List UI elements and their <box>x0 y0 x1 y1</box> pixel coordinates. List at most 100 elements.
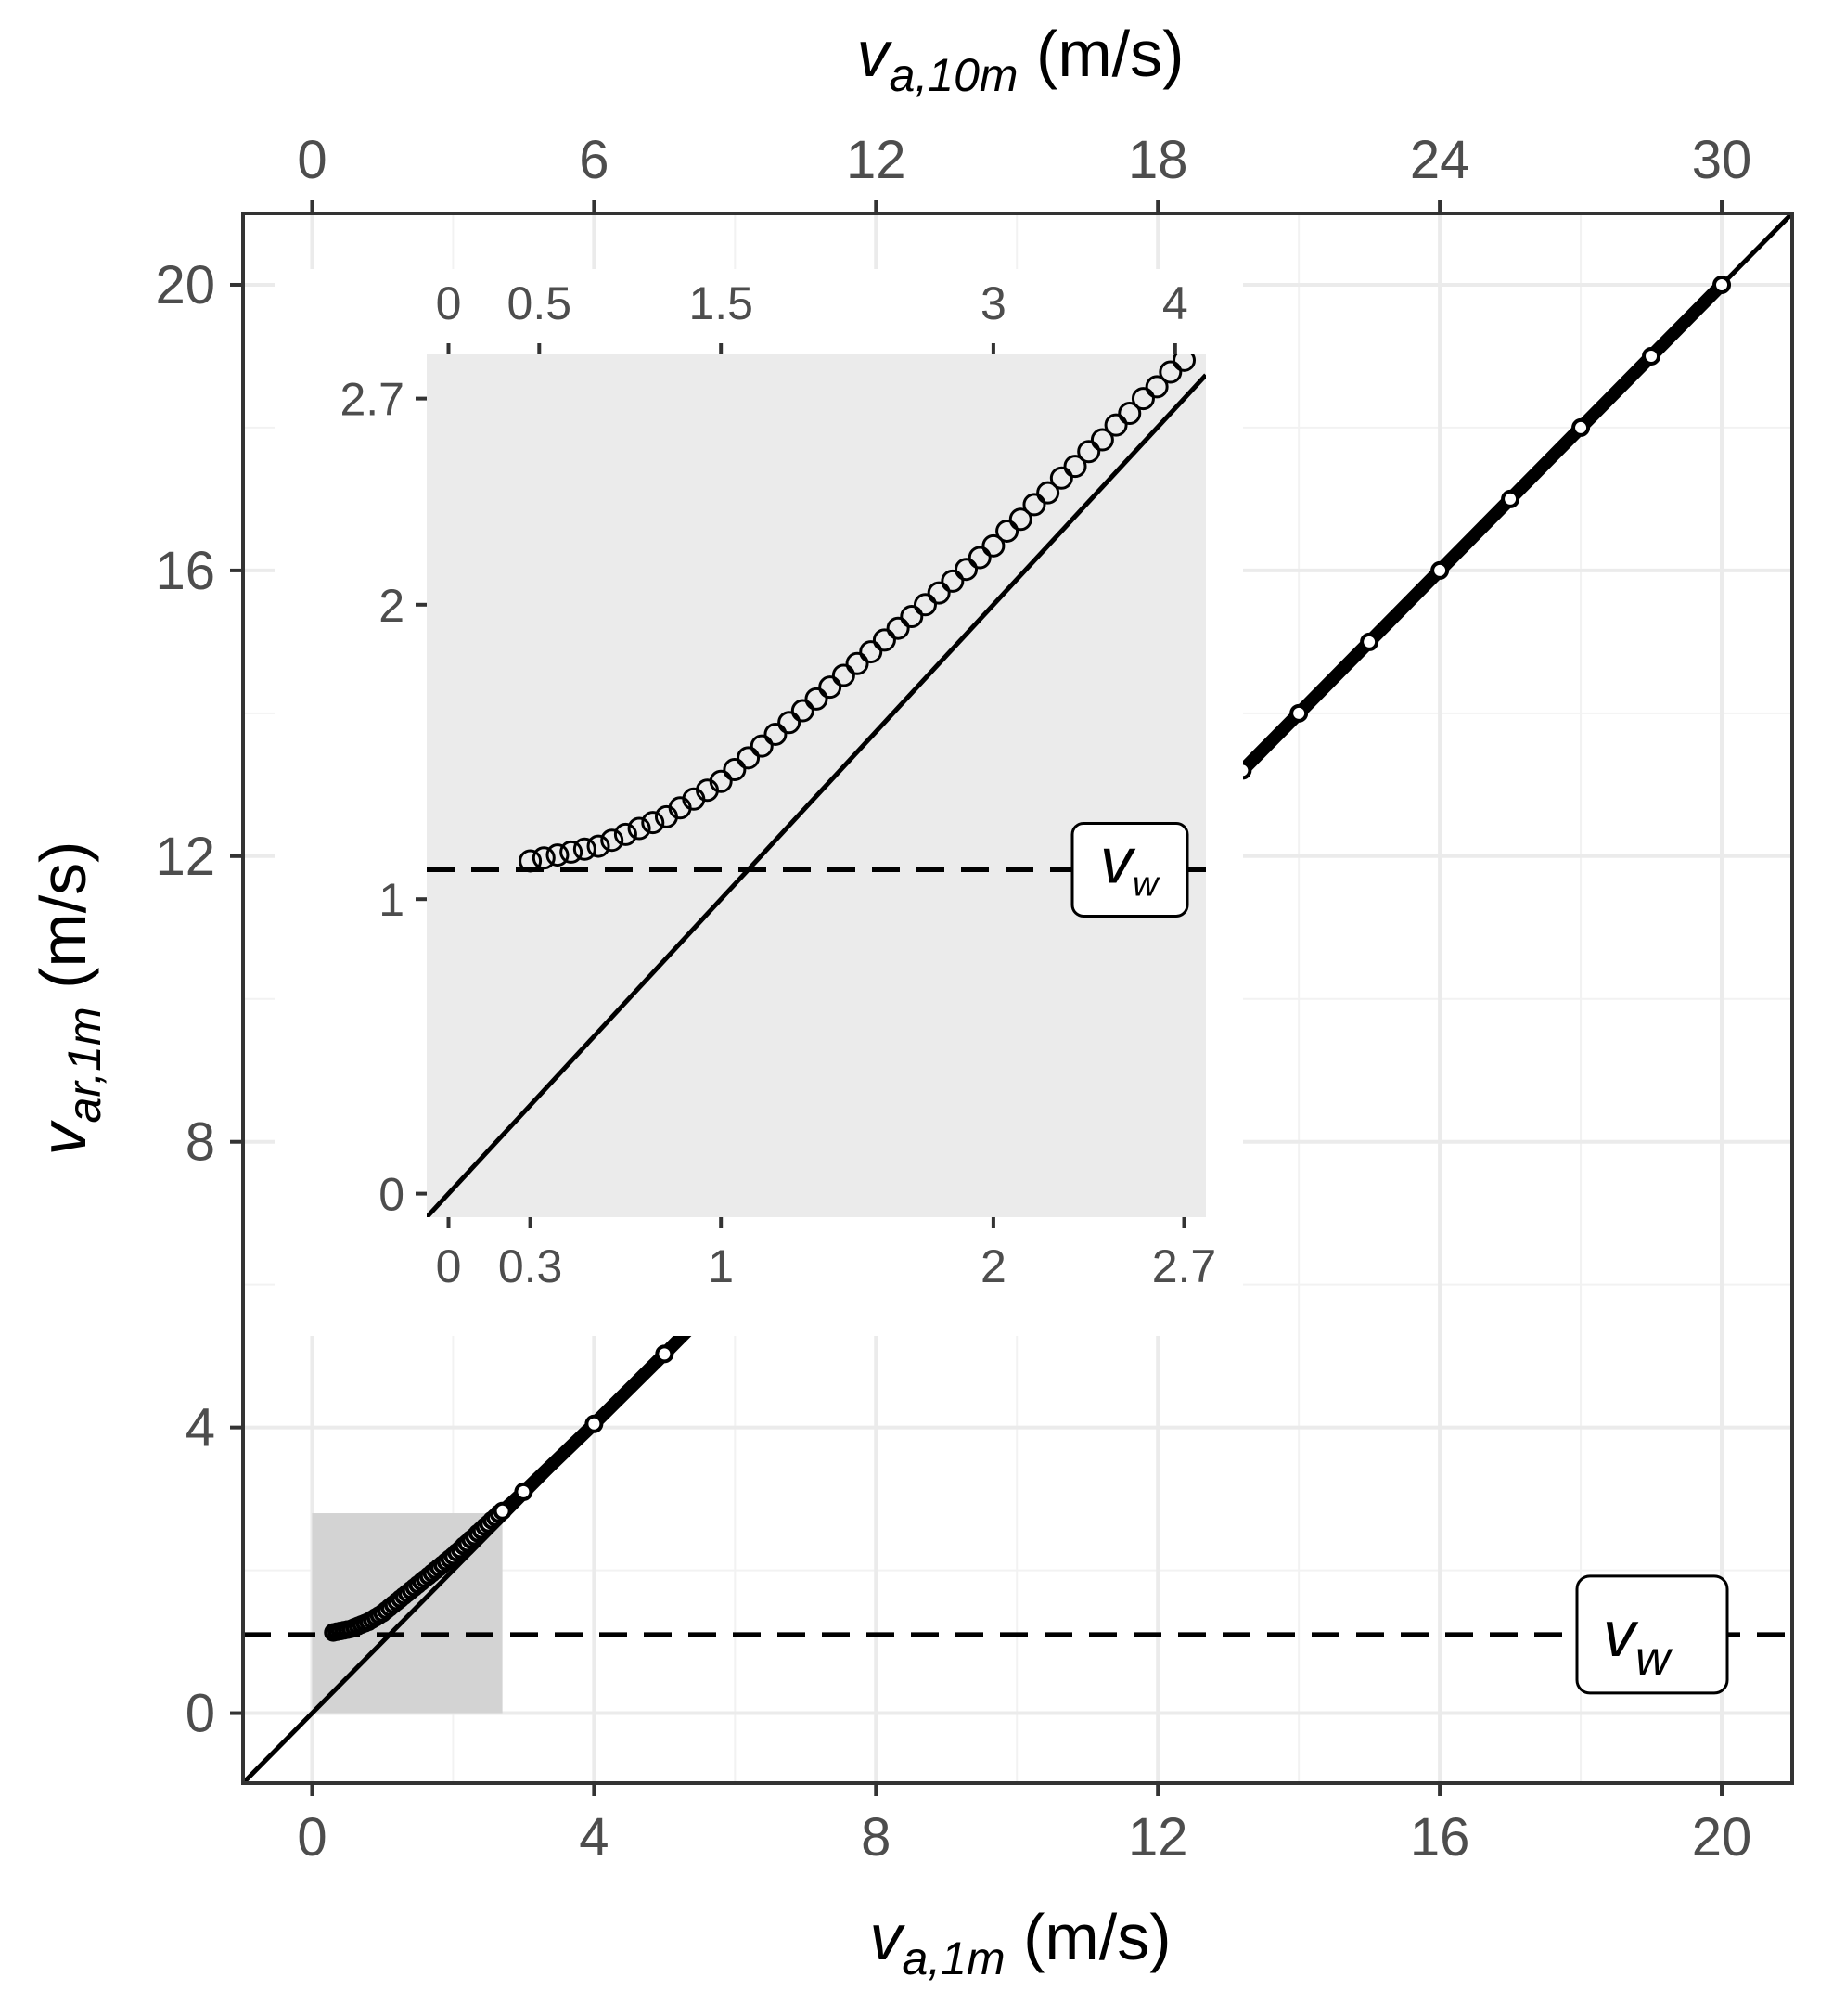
inset-x-tick-label: 0.3 <box>498 1240 563 1292</box>
x-axis-title-var: v <box>870 1901 906 1973</box>
inset-data-point <box>723 758 747 782</box>
inset-threshold-label-subscript: w <box>1133 865 1160 904</box>
data-point <box>655 1344 674 1364</box>
data-point <box>584 1414 604 1433</box>
data-point <box>1642 346 1661 366</box>
inset-data-point <box>927 581 951 605</box>
inset-x-tick-label: 2 <box>981 1240 1006 1292</box>
y-tick-label: 16 <box>155 541 215 601</box>
inset-data-point <box>1049 466 1073 490</box>
data-point <box>1501 489 1520 508</box>
inset-data-point <box>913 593 937 617</box>
inset-data-point <box>559 840 583 864</box>
inset-data-point <box>763 722 788 746</box>
inset-data-point <box>641 811 665 835</box>
inset-data-point <box>831 663 855 687</box>
threshold-label-subscript: w <box>1635 1632 1673 1686</box>
inset-data-point <box>1104 413 1128 437</box>
x-tick-label: 12 <box>1128 1807 1188 1868</box>
y-tick-label: 8 <box>186 1112 215 1173</box>
inset-data-point <box>709 769 733 793</box>
inset-data-point <box>1036 481 1060 505</box>
inset-data-point <box>872 628 896 652</box>
x-tick-label: 16 <box>1410 1807 1470 1868</box>
inset-y-tick-label: 0 <box>378 1169 404 1221</box>
inset-data-point <box>804 687 828 711</box>
top-tick-label: 30 <box>1692 130 1752 190</box>
inset-top-tick-label: 3 <box>981 277 1006 329</box>
inset-data-point <box>613 822 637 846</box>
inset-data-point <box>545 843 570 867</box>
data-point <box>1712 275 1732 294</box>
x-tick-label: 20 <box>1692 1807 1752 1868</box>
inset-data-point <box>845 651 869 675</box>
inset-data-point <box>941 569 965 593</box>
inset-data-point <box>886 616 910 640</box>
x-tick-label: 0 <box>297 1807 327 1868</box>
x-tick-label: 4 <box>579 1807 609 1868</box>
inset-threshold-label-box <box>1070 821 1189 918</box>
inset-data-point <box>818 675 842 700</box>
inset-top-tick-label: 1.5 <box>688 277 753 329</box>
threshold-label-var: v <box>1603 1598 1639 1670</box>
top-axis-title-subscript: a,10m <box>890 49 1019 101</box>
inset-data-point <box>1131 387 1155 411</box>
inset-data-point <box>790 699 814 723</box>
inset-x-tick-label: 2.7 <box>1152 1240 1217 1292</box>
x-axis-title-subscript: a,1m <box>903 1933 1006 1984</box>
inset-y-tick-label: 2.7 <box>340 374 404 426</box>
main-panel-border <box>241 212 1794 1785</box>
inset-x-tick-label: 1 <box>708 1240 734 1292</box>
top-axis-title-unit: (m/s) <box>1019 18 1185 90</box>
top-tick-label: 12 <box>846 130 906 190</box>
data-point <box>1289 703 1309 723</box>
inset-data-point <box>737 746 761 770</box>
inset-x-tick-label: 0 <box>436 1240 462 1292</box>
data-point <box>1360 632 1379 651</box>
inset-data-point <box>859 640 883 664</box>
inset-data-point <box>968 546 992 570</box>
top-tick-label: 24 <box>1410 130 1470 190</box>
inset-threshold-label: vw <box>1100 824 1160 904</box>
inset-data-point <box>900 604 924 628</box>
inset-data-point <box>995 519 1019 543</box>
y-tick-label: 20 <box>155 255 215 315</box>
y-axis-title: var,1m (m/s) <box>27 841 110 1156</box>
inset-y-tick-label: 2 <box>378 580 404 632</box>
inset-data-point <box>1118 401 1142 425</box>
inset-data-point <box>532 846 556 870</box>
data-point <box>514 1482 533 1501</box>
inset-data-point <box>955 558 979 582</box>
inset-data-point <box>1145 375 1169 399</box>
inset-data-point <box>572 837 596 861</box>
top-tick-label: 6 <box>579 130 609 190</box>
inset-data-point <box>627 816 651 841</box>
y-tick-label: 0 <box>186 1684 215 1744</box>
top-axis-title: va,10m (m/s) <box>857 18 1185 101</box>
main-plot-area <box>243 213 1792 1783</box>
data-point <box>1571 417 1591 437</box>
y-axis-title-var: v <box>27 1119 99 1155</box>
inset-data-point <box>1090 428 1114 452</box>
inset-identity-line <box>427 373 1206 1217</box>
threshold-label-box <box>1575 1574 1729 1695</box>
inset-plot-background <box>427 354 1206 1217</box>
inset-data-point <box>1022 493 1046 517</box>
inset-data-point <box>600 828 624 853</box>
inset-top-tick-label: 0.5 <box>507 277 572 329</box>
y-tick-label: 4 <box>186 1398 215 1458</box>
y-axis-title-subscript: ar,1m <box>58 1007 110 1123</box>
top-tick-label: 0 <box>297 130 327 190</box>
inset-data-point <box>1159 360 1183 384</box>
inset-data-point <box>1173 354 1197 372</box>
inset-top-tick-label: 0 <box>436 277 462 329</box>
inset-data-point <box>1008 507 1032 532</box>
y-axis-title-unit: (m/s) <box>27 841 99 1008</box>
inset-data-point <box>981 533 1006 558</box>
top-tick-label: 18 <box>1128 130 1188 190</box>
y-tick-label: 12 <box>155 827 215 887</box>
threshold-label: vw <box>1603 1598 1673 1686</box>
inset-data-point <box>1077 440 1101 464</box>
